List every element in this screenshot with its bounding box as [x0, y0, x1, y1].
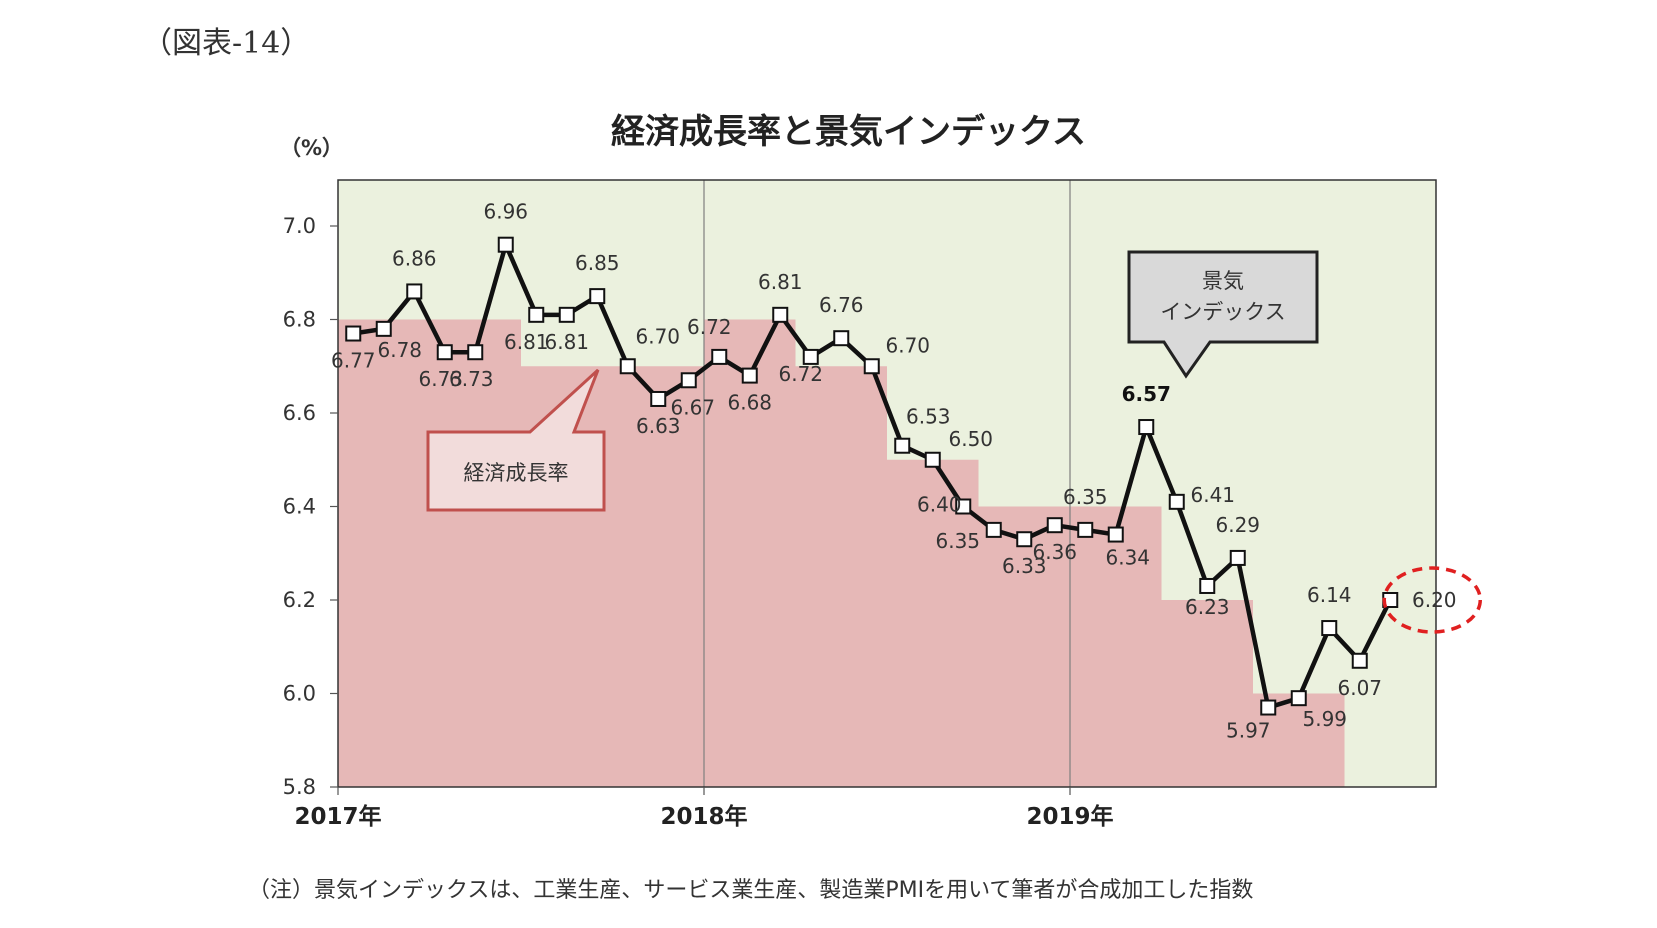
- index-callout-box: [1127, 250, 1319, 379]
- index-point: [345, 325, 362, 342]
- gdp-callout-box: [426, 368, 606, 512]
- data-label: 6.85: [575, 251, 620, 275]
- index-point: [375, 320, 392, 337]
- index-point: [1260, 699, 1277, 716]
- y-tick-label: 6.4: [283, 495, 316, 519]
- y-tick-label: 6.6: [283, 401, 316, 425]
- gdp-callout-text: 経済成長率: [464, 461, 569, 485]
- index-point: [1199, 577, 1216, 594]
- gdp-step-bar: [795, 366, 887, 787]
- figure-label: （図表-14）: [142, 26, 311, 61]
- index-point: [924, 451, 941, 468]
- x-year-label: 2018年: [660, 803, 747, 830]
- data-label: 6.23: [1185, 595, 1230, 619]
- index-point: [1321, 620, 1338, 637]
- y-unit-label: （%）: [280, 136, 344, 160]
- data-label: 6.73: [449, 367, 494, 391]
- x-year-label: 2019年: [1026, 803, 1113, 830]
- data-label: 6.40: [917, 493, 962, 517]
- index-point: [1229, 549, 1246, 566]
- index-point: [863, 358, 880, 375]
- data-label: 6.41: [1190, 483, 1235, 507]
- data-label: 5.97: [1226, 719, 1271, 743]
- data-label: 6.20: [1412, 588, 1457, 612]
- y-tick-label: 5.8: [283, 775, 316, 799]
- footnote: （注）景気インデックスは、工業生産、サービス業生産、製造業PMIを用いて筆者が合…: [248, 878, 1254, 903]
- index-point: [589, 288, 606, 305]
- data-label: 6.29: [1215, 513, 1260, 537]
- data-label: 6.07: [1337, 676, 1382, 700]
- gdp-step-bar: [704, 319, 796, 787]
- index-point: [1107, 526, 1124, 543]
- index-point: [1138, 419, 1155, 436]
- data-label: 6.33: [1002, 554, 1047, 578]
- data-label: 6.14: [1307, 583, 1352, 607]
- data-label: 6.67: [670, 395, 715, 419]
- index-point: [1077, 521, 1094, 538]
- index-point: [528, 306, 545, 323]
- gdp-step-bar: [978, 506, 1070, 787]
- index-point: [497, 236, 514, 253]
- index-point: [467, 344, 484, 361]
- index-point: [741, 367, 758, 384]
- data-label: 6.81: [758, 270, 803, 294]
- index-point: [1290, 690, 1307, 707]
- index-point: [772, 306, 789, 323]
- data-label: 5.99: [1302, 707, 1347, 731]
- index-point: [1016, 531, 1033, 548]
- gdp-step-bar: [1070, 506, 1162, 787]
- index-point: [802, 348, 819, 365]
- data-label: 6.81: [544, 330, 589, 354]
- data-label: 6.35: [1063, 485, 1108, 509]
- index-point: [406, 283, 423, 300]
- index-point: [955, 498, 972, 515]
- data-label: 6.78: [377, 338, 422, 362]
- data-label: 6.35: [935, 529, 980, 553]
- chart-title: 経済成長率と景気インデックス: [611, 112, 1086, 152]
- gdp-step-bar: [1161, 600, 1253, 787]
- index-point: [436, 344, 453, 361]
- data-label: 6.50: [948, 427, 993, 451]
- data-label: 6.70: [885, 333, 930, 357]
- index-point: [711, 348, 728, 365]
- y-tick-label: 6.8: [283, 308, 316, 332]
- index-point: [894, 437, 911, 454]
- index-point: [619, 358, 636, 375]
- index-callout-text: インデックス: [1160, 300, 1285, 324]
- data-label: 6.76: [819, 293, 864, 317]
- data-label: 6.73: [418, 367, 463, 391]
- gdp-step-bar: [338, 319, 430, 787]
- data-label: 6.63: [636, 414, 681, 438]
- data-label: 6.53: [906, 405, 951, 429]
- data-label: 6.96: [483, 200, 528, 224]
- index-point: [558, 306, 575, 323]
- data-label: 6.81: [504, 330, 549, 354]
- index-callout-text: 景気: [1202, 269, 1244, 293]
- y-tick-label: 7.0: [283, 214, 316, 238]
- index-point: [1168, 493, 1185, 510]
- gdp-step-bar: [612, 366, 704, 787]
- data-label: 6.36: [1032, 540, 1077, 564]
- plot-border: [337, 179, 1437, 788]
- index-point: [833, 330, 850, 347]
- data-label: 6.34: [1105, 546, 1150, 570]
- data-label: 6.68: [727, 391, 772, 415]
- data-label: 6.57: [1122, 382, 1171, 406]
- index-point: [650, 390, 667, 407]
- gdp-step-bar: [429, 319, 521, 787]
- index-point: [1351, 652, 1368, 669]
- highlight-circle: [1382, 566, 1482, 634]
- y-tick-label: 6.2: [283, 588, 316, 612]
- y-tick-label: 6.0: [283, 682, 316, 706]
- data-label: 6.72: [687, 315, 732, 339]
- index-point: [680, 372, 697, 389]
- index-point: [985, 521, 1002, 538]
- data-label: 6.86: [392, 246, 437, 270]
- data-label: 6.77: [331, 349, 376, 373]
- index-point: [1046, 517, 1063, 534]
- data-label: 6.72: [778, 362, 823, 386]
- data-label: 6.70: [635, 324, 680, 348]
- x-year-label: 2017年: [294, 803, 381, 830]
